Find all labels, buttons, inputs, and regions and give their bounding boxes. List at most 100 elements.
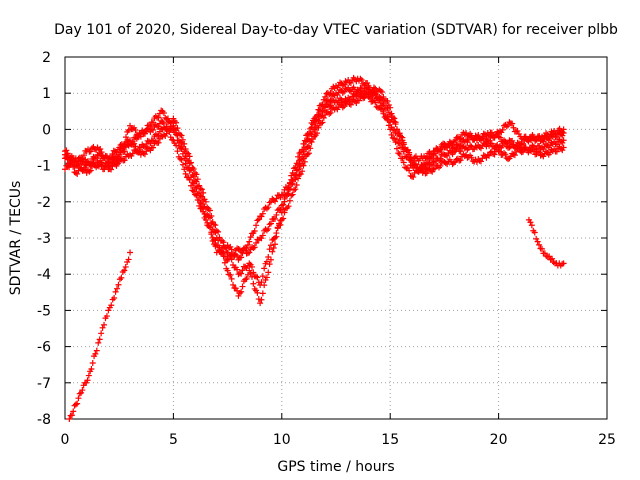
interp-point [301, 144, 308, 151]
interp-point [116, 276, 123, 283]
interp-point [129, 150, 136, 157]
interp-point [379, 102, 386, 109]
chart-title: Day 101 of 2020, Sidereal Day-to-day VTE… [54, 22, 618, 38]
interp-point [273, 211, 280, 218]
interp-point [118, 145, 125, 152]
interp-point [404, 164, 411, 171]
interp-point [526, 147, 533, 154]
interp-point [150, 144, 157, 151]
interp-point [261, 282, 268, 289]
interp-point [496, 148, 503, 155]
data-point [267, 256, 274, 263]
interp-point [308, 138, 315, 145]
interp-point [178, 146, 185, 153]
interp-point [232, 251, 239, 258]
interp-point [111, 295, 118, 302]
interp-point [299, 153, 306, 160]
interp-point [174, 148, 181, 155]
interp-point [243, 275, 250, 282]
interp-point [377, 87, 384, 94]
interp-point [179, 150, 186, 157]
data-point [224, 267, 231, 274]
interp-point [76, 160, 83, 167]
interp-point [292, 186, 299, 193]
interp-point [290, 187, 297, 194]
interp-point [293, 182, 300, 189]
interp-point [232, 285, 239, 292]
interp-point [255, 296, 262, 303]
y-tick-label: -5 [37, 303, 51, 319]
data-point [300, 162, 307, 169]
interp-point [337, 86, 344, 93]
interp-point [399, 155, 406, 162]
interp-point [132, 143, 139, 150]
interp-point [448, 139, 455, 146]
data-point [246, 267, 253, 274]
interp-point [139, 129, 146, 136]
interp-point [515, 131, 522, 138]
interp-point [380, 108, 387, 115]
interp-point [357, 93, 364, 100]
data-point [560, 130, 567, 137]
interp-point [285, 184, 292, 191]
interp-point [486, 137, 493, 144]
interp-point [206, 214, 213, 221]
interp-point [437, 147, 444, 154]
data-point [560, 137, 567, 144]
interp-point [212, 243, 219, 250]
interp-point [380, 101, 387, 108]
interp-point [304, 136, 311, 143]
interp-point [531, 229, 538, 236]
data-point [105, 155, 112, 162]
interp-point [243, 245, 250, 252]
interp-point [189, 187, 196, 194]
data-point [322, 111, 329, 118]
interp-point [186, 167, 193, 174]
interp-point [327, 89, 334, 96]
y-tick-label: -1 [37, 159, 51, 175]
interp-point [358, 76, 365, 83]
interp-point [75, 395, 82, 402]
interp-point [537, 138, 544, 145]
interp-point [433, 145, 440, 152]
interp-point [174, 137, 181, 144]
interp-point [559, 132, 566, 139]
interp-point [468, 154, 475, 161]
interp-point [158, 117, 165, 124]
interp-point [281, 198, 288, 205]
interp-point [280, 206, 287, 213]
interp-point [292, 164, 299, 171]
interp-point [381, 114, 388, 121]
interp-point [274, 207, 281, 214]
interp-point [362, 85, 369, 92]
interp-point [388, 131, 395, 138]
interp-point [347, 101, 354, 108]
interp-point [410, 157, 417, 164]
interp-point [435, 148, 442, 155]
interp-point [299, 168, 306, 175]
interp-point [197, 200, 204, 207]
y-tick-label: -4 [37, 267, 51, 283]
data-point [224, 249, 231, 256]
interp-point [155, 139, 162, 146]
interp-point [150, 137, 157, 144]
interp-point [98, 330, 105, 337]
interp-point [457, 157, 464, 164]
data-point [83, 169, 90, 176]
y-tick-label: -7 [37, 376, 51, 392]
interp-point [453, 156, 460, 163]
data-point [300, 148, 307, 155]
interp-point [206, 224, 213, 231]
interp-point [510, 124, 517, 131]
interp-point [315, 111, 322, 118]
data-point [560, 144, 567, 151]
interp-point [337, 79, 344, 86]
interp-point [211, 221, 218, 228]
interp-point [339, 82, 346, 89]
interp-point [483, 132, 490, 139]
data-point [560, 260, 567, 267]
interp-point [440, 151, 447, 158]
interp-point [162, 114, 169, 121]
interp-point [457, 135, 464, 142]
y-tick-label: 2 [42, 50, 51, 66]
